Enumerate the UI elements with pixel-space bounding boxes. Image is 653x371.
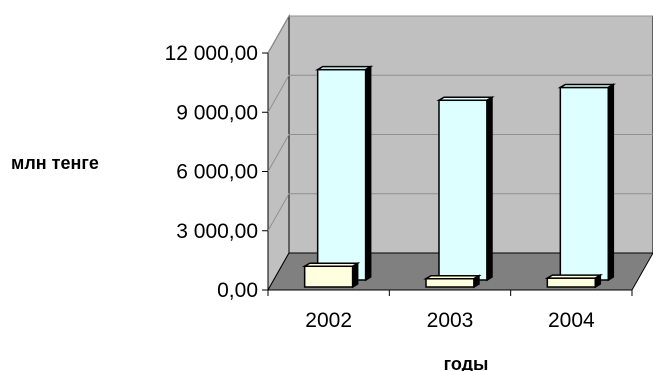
bar-s2-2002 xyxy=(301,261,361,289)
bar-s1-2002 xyxy=(314,65,374,282)
gridline xyxy=(267,15,653,54)
y-tick-label: 12 000,00 xyxy=(165,42,258,65)
gridline xyxy=(267,193,653,231)
gridline xyxy=(267,74,653,113)
gridline xyxy=(267,134,653,172)
y-tick-label: 9 000,00 xyxy=(176,101,258,124)
bar-s1-2004 xyxy=(557,83,617,282)
y-tick-label: 3 000,00 xyxy=(176,220,258,243)
x-tick-label: 2004 xyxy=(548,309,595,332)
y-tick-label: 6 000,00 xyxy=(176,161,258,184)
y-tick-labels: 0,00 3 000,00 6 000,00 9 000,00 12 000,00 xyxy=(165,42,268,302)
bar-s1-2003 xyxy=(436,95,495,282)
gridlines xyxy=(267,15,653,231)
x-tick-label: 2002 xyxy=(305,309,352,332)
bar-s2-2004 xyxy=(544,273,604,289)
x-tick-label: 2003 xyxy=(427,309,474,332)
x-axis-label: годы xyxy=(444,354,489,371)
y-axis-label: млн тенге xyxy=(11,153,99,173)
y-tick-label: 0,00 xyxy=(217,279,258,302)
bar-s2-2003 xyxy=(423,274,482,289)
x-tick-labels: 2002 2003 2004 xyxy=(267,290,633,332)
bars xyxy=(301,65,617,289)
